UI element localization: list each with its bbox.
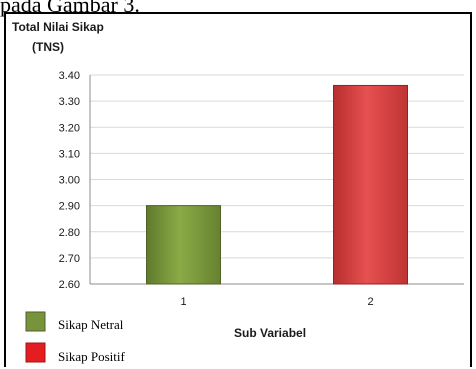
y-tick-label: 3.00 bbox=[59, 175, 80, 187]
y-tick-label: 2.90 bbox=[59, 201, 80, 213]
x-tick-label: 2 bbox=[367, 296, 373, 308]
bars bbox=[147, 85, 408, 284]
legend-swatch-sikap-positif bbox=[26, 343, 45, 362]
y-tick-label: 2.60 bbox=[59, 279, 80, 291]
y-tick-label: 3.20 bbox=[59, 122, 80, 134]
legend-label-sikap-netral: Sikap Netral bbox=[58, 317, 124, 332]
bar-1 bbox=[147, 206, 221, 284]
y-tick-label: 2.80 bbox=[59, 227, 80, 239]
y-tick-label: 3.30 bbox=[59, 96, 80, 108]
legend-label-sikap-positif: Sikap Positif bbox=[58, 349, 125, 364]
chart-title-line1: Total Nilai Sikap bbox=[12, 20, 104, 34]
y-tick-labels: 2.60 2.70 2.80 2.90 3.00 3.10 3.20 3.30 3.40 bbox=[59, 70, 80, 291]
legend: Sikap Netral Sikap Positif bbox=[26, 312, 125, 364]
bar-2 bbox=[334, 85, 408, 284]
x-tick-label: 1 bbox=[180, 296, 186, 308]
chart-title-line2: (TNS) bbox=[32, 40, 64, 54]
y-tick-label: 3.40 bbox=[59, 70, 80, 82]
x-axis-label: Sub Variabel bbox=[234, 326, 306, 340]
legend-swatch-sikap-netral bbox=[26, 312, 45, 331]
y-tick-label: 2.70 bbox=[59, 253, 80, 265]
y-tick-label: 3.10 bbox=[59, 148, 80, 160]
